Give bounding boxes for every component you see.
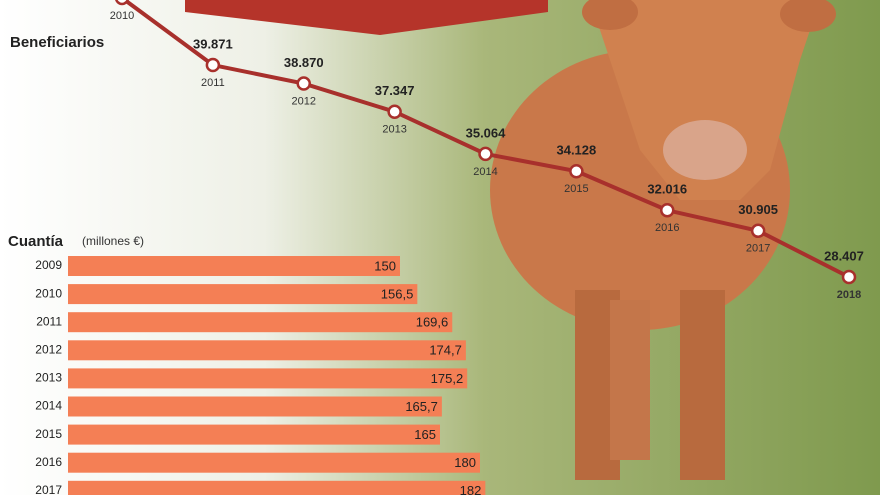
- cow-photo: [490, 0, 836, 480]
- value-label: 34.128: [556, 143, 596, 158]
- y-tick-label: 2014: [35, 399, 62, 413]
- bar: [68, 480, 486, 495]
- x-tick-label: 2015: [564, 183, 588, 195]
- x-tick-label: 2011: [201, 77, 225, 89]
- x-tick-label: 2016: [655, 222, 679, 234]
- value-label: 174,7: [429, 343, 462, 358]
- value-label: 30.905: [738, 202, 778, 217]
- line-title: Beneficiarios: [10, 34, 104, 51]
- value-label: 38.870: [284, 55, 324, 70]
- bar: [68, 312, 453, 333]
- x-tick-label: 2017: [746, 243, 770, 255]
- x-tick-label: 2018: [837, 289, 861, 301]
- value-label: 175,2: [431, 371, 464, 386]
- x-tick-label: 2014: [473, 166, 497, 178]
- bar: [68, 424, 440, 445]
- value-label: 180: [454, 455, 476, 470]
- point: [115, 0, 129, 6]
- point: [750, 223, 766, 239]
- y-tick-label: 2009: [35, 258, 62, 272]
- y-tick-label: 2010: [35, 286, 62, 300]
- value-label: 169,6: [416, 315, 449, 330]
- value-label: 156,5: [381, 287, 414, 302]
- value-label: 32.016: [647, 182, 687, 197]
- bar: [68, 284, 418, 305]
- value-label: 35.064: [466, 125, 507, 140]
- value-label: 150: [374, 258, 396, 273]
- title-banner: [185, 0, 548, 35]
- value-label: 39.871: [193, 36, 233, 51]
- x-tick-label: 2013: [382, 124, 406, 136]
- value-label: 182: [460, 483, 482, 495]
- y-tick-label: 2012: [35, 342, 62, 356]
- bar: [68, 340, 466, 361]
- bar: [68, 256, 400, 276]
- point: [660, 203, 675, 218]
- value-label: 37.347: [375, 83, 415, 98]
- point: [205, 57, 221, 73]
- value-label: 28.407: [824, 248, 864, 263]
- y-tick-label: 2017: [35, 483, 62, 495]
- point: [841, 269, 857, 285]
- bar: [68, 368, 468, 389]
- y-tick-label: 2011: [36, 314, 62, 328]
- bar: [68, 452, 480, 473]
- point: [296, 76, 311, 91]
- bar: [68, 396, 442, 417]
- x-tick-label: 2012: [292, 95, 316, 107]
- bar-title: Cuantía: [8, 233, 64, 250]
- point: [387, 104, 402, 119]
- value-label: 165: [414, 427, 436, 442]
- point: [478, 146, 493, 162]
- y-tick-label: 2013: [35, 371, 62, 385]
- y-tick-label: 2016: [35, 455, 62, 469]
- value-label: 165,7: [405, 399, 438, 414]
- y-tick-label: 2015: [35, 427, 62, 441]
- bar-subtitle: (millones €): [82, 234, 144, 248]
- point: [569, 163, 584, 179]
- x-tick-label: 2010: [110, 10, 134, 22]
